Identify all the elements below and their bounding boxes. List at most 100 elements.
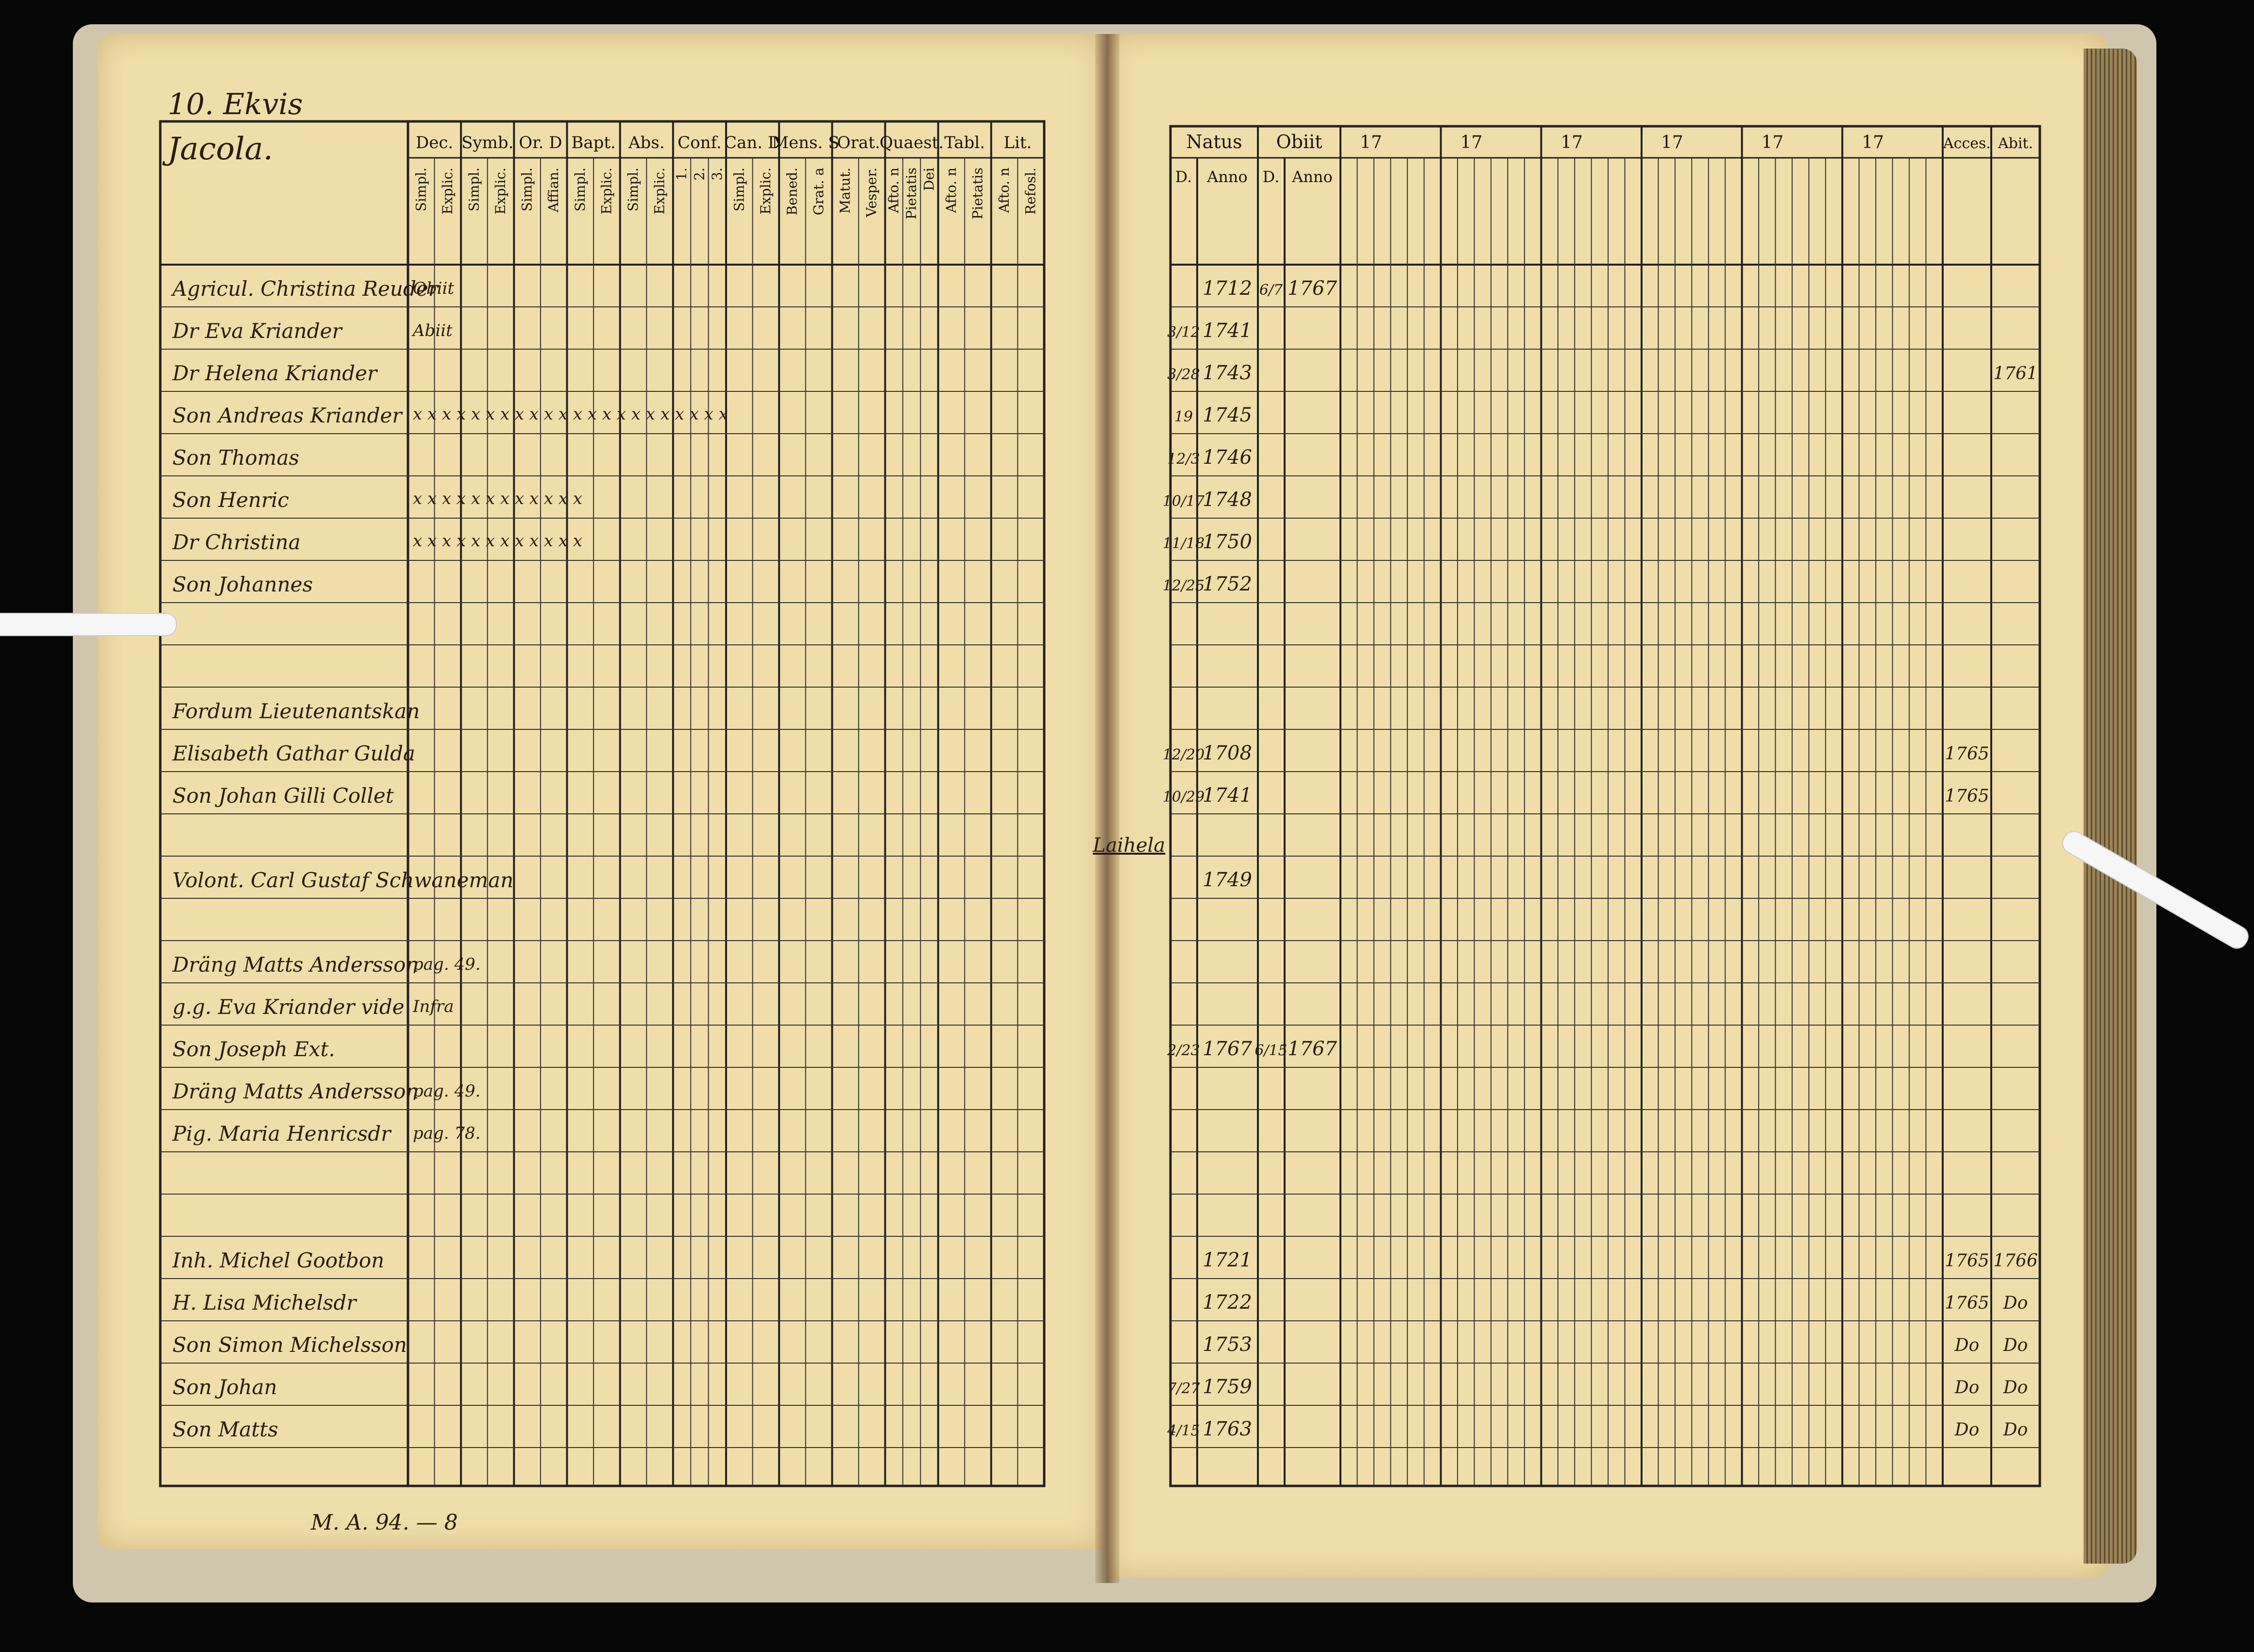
register-name: Son Thomas bbox=[172, 446, 299, 470]
right-grid-frame bbox=[1169, 125, 2041, 1487]
row-note: pag. 49. bbox=[413, 955, 481, 974]
register-name: g.g. Eva Kriander vide bbox=[172, 995, 405, 1019]
abiit-year: Do bbox=[2003, 1420, 2028, 1440]
abiit-year: Do bbox=[2003, 1335, 2028, 1355]
column-subheader: Pietatis bbox=[970, 168, 986, 219]
accessit-year: 1765 bbox=[1945, 1251, 1989, 1271]
natus-year: 1741 bbox=[1203, 784, 1252, 807]
column-subheader: Explic. bbox=[758, 168, 774, 215]
register-name: Son Andreas Kriander bbox=[172, 404, 403, 427]
natus-year: 1752 bbox=[1203, 573, 1252, 595]
natus-year: 1749 bbox=[1203, 869, 1252, 891]
natus-year: 1750 bbox=[1203, 531, 1252, 553]
register-name: Son Johan bbox=[172, 1375, 277, 1399]
obiit-anno-subheader: Anno bbox=[1291, 168, 1333, 186]
right-register-grid bbox=[1169, 125, 2041, 1487]
column-subheader: Matut. bbox=[837, 168, 853, 214]
natus-day: 12/20 bbox=[1163, 746, 1204, 763]
accessit-year: Do bbox=[1954, 1420, 1980, 1440]
natus-header: Natus bbox=[1186, 131, 1242, 152]
column-group-header: Conf. bbox=[678, 133, 722, 152]
column-group-header: Can. D bbox=[724, 133, 781, 152]
accessit-year: 1765 bbox=[1945, 1293, 1989, 1313]
column-subheader: Afto. n bbox=[943, 168, 959, 214]
column-subheader: Afto. n bbox=[996, 168, 1012, 214]
column-subheader: Grat. a bbox=[811, 168, 827, 215]
column-subheader: Dei bbox=[921, 168, 937, 191]
register-name: Inh. Michel Gootbon bbox=[172, 1248, 384, 1272]
column-group-header: Quaest. bbox=[880, 133, 944, 152]
register-name: Dr Eva Kriander bbox=[172, 319, 343, 343]
register-name: Son Joseph Ext. bbox=[172, 1037, 335, 1061]
register-name: Dräng Matts Andersson bbox=[172, 953, 419, 977]
column-subheader: Simpl. bbox=[413, 168, 429, 211]
column-group-header: Bapt. bbox=[571, 133, 616, 152]
natus-year: 1767 bbox=[1203, 1038, 1252, 1060]
shelfmark: M. A. 94. — 8 bbox=[311, 1510, 458, 1535]
accessit-year: Do bbox=[1954, 1378, 1980, 1398]
register-name: Volont. Carl Gustaf Schwaneman bbox=[172, 868, 513, 892]
accessit-year: 1765 bbox=[1945, 744, 1989, 764]
column-group-header: Symb. bbox=[461, 133, 513, 152]
column-subheader: 3. bbox=[709, 168, 725, 181]
obiit-header: Obiit bbox=[1276, 131, 1322, 152]
natus-day: 12/3 bbox=[1167, 451, 1200, 468]
page-heading: 10. Ekvis bbox=[168, 87, 303, 121]
register-name: Son Simon Michelsson bbox=[172, 1333, 407, 1357]
column-subheader: Vesper. bbox=[864, 168, 880, 218]
natus-year: 1721 bbox=[1203, 1249, 1252, 1271]
column-subheader: Pietatis bbox=[903, 168, 919, 219]
natus-day: 19 bbox=[1174, 408, 1193, 425]
column-subheader: Simpl. bbox=[625, 168, 641, 211]
column-subheader: 2. bbox=[691, 168, 707, 181]
accessit-year: 1765 bbox=[1945, 786, 1989, 806]
row-note: Abiit bbox=[411, 321, 453, 340]
register-name: Son Johan Gilli Collet bbox=[172, 784, 394, 808]
register-name: Son Johannes bbox=[172, 573, 313, 596]
column-subheader: Explic. bbox=[440, 168, 456, 215]
obiit-year: 1767 bbox=[1288, 277, 1337, 300]
natus-year: 1746 bbox=[1203, 446, 1252, 469]
register-name: Pig. Maria Henricsdr bbox=[172, 1122, 392, 1146]
obiit-day: 6/7 bbox=[1259, 282, 1283, 299]
register-name: Agricul. Christina Reuder bbox=[170, 277, 440, 301]
row-note: Obiit bbox=[413, 279, 454, 298]
column-group-header: Or. D bbox=[519, 133, 562, 152]
natus-day: 3/12 bbox=[1167, 324, 1200, 341]
year-column-header: 17 bbox=[1360, 133, 1382, 152]
register-name: Son Henric bbox=[172, 488, 289, 512]
row-note: Infra bbox=[412, 997, 454, 1016]
abiit-header: Abit. bbox=[1998, 135, 2033, 152]
column-subheader: Explic. bbox=[492, 168, 508, 215]
left-grid-frame bbox=[159, 120, 1046, 1487]
natus-year: 1722 bbox=[1203, 1291, 1252, 1314]
natus-day: 10/29 bbox=[1163, 789, 1204, 806]
natus-year: 1763 bbox=[1203, 1418, 1252, 1440]
obiit-year: 1767 bbox=[1288, 1038, 1337, 1060]
column-subheader: Explic. bbox=[598, 168, 614, 215]
examination-marks: x x x x x x x x x x x x bbox=[413, 531, 582, 551]
left-page bbox=[97, 34, 1102, 1549]
natus-day: 11/18 bbox=[1163, 535, 1204, 552]
accessit-header: Acces. bbox=[1943, 135, 1991, 152]
column-group-header: Tabl. bbox=[944, 133, 985, 152]
obiit-d-subheader: D. bbox=[1263, 168, 1280, 186]
margin-note-laihela: Laihela bbox=[1093, 834, 1166, 857]
natus-day: 10/17 bbox=[1163, 493, 1205, 510]
column-subheader: Affian. bbox=[545, 168, 561, 213]
abiit-year: Do bbox=[2003, 1378, 2028, 1398]
column-subheader: Bened. bbox=[784, 168, 800, 216]
register-name: Elisabeth Gathar Gulda bbox=[172, 742, 415, 765]
obiit-day: 6/15 bbox=[1254, 1042, 1287, 1059]
register-name: Dr Helena Kriander bbox=[172, 361, 378, 385]
column-group-header: Abs. bbox=[628, 133, 665, 152]
year-column-header: 17 bbox=[1460, 133, 1483, 152]
column-group-header: Lit. bbox=[1003, 133, 1032, 152]
year-column-header: 17 bbox=[1560, 133, 1583, 152]
bookmark-tab-left[interactable] bbox=[0, 613, 177, 636]
column-group-header: Orat. bbox=[837, 133, 880, 152]
page-edges bbox=[2084, 49, 2137, 1564]
register-name: Dr Christina bbox=[172, 530, 301, 554]
natus-day: 2/23 bbox=[1167, 1042, 1200, 1059]
